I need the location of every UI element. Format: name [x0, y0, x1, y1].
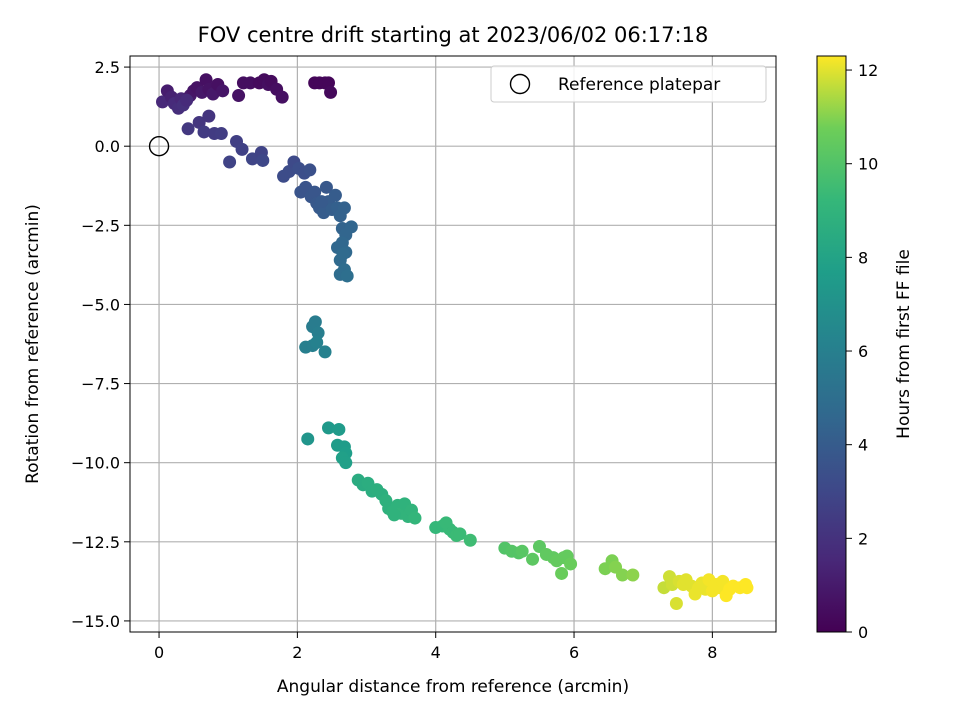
data-point	[256, 153, 270, 167]
data-point	[310, 335, 324, 349]
data-point	[275, 90, 289, 104]
data-point	[315, 195, 329, 209]
legend: Reference platepar	[490, 65, 767, 103]
data-point	[564, 557, 578, 571]
legend-marker-icon	[509, 73, 531, 95]
data-point	[243, 76, 257, 90]
colorbar-tick-label: 2	[858, 529, 868, 548]
colorbar-tick-label: 8	[858, 248, 868, 267]
data-point	[328, 188, 342, 202]
x-tick-label: 4	[431, 643, 441, 662]
data-point	[669, 597, 683, 611]
data-point	[308, 315, 322, 329]
data-point	[235, 142, 249, 156]
data-point	[344, 220, 358, 234]
data-point	[202, 109, 216, 123]
colorbar-tick-label: 4	[858, 436, 868, 455]
data-point	[223, 155, 237, 169]
data-point	[515, 544, 529, 558]
data-point	[740, 581, 754, 595]
data-point	[555, 566, 569, 580]
data-point	[324, 85, 338, 99]
data-point	[318, 345, 332, 359]
data-point	[387, 508, 401, 522]
data-point	[181, 122, 195, 136]
data-point	[626, 568, 640, 582]
data-point	[303, 163, 317, 177]
data-point	[214, 127, 228, 141]
data-point	[180, 93, 194, 107]
data-point	[615, 568, 629, 582]
y-tick-label: −10.0	[71, 454, 120, 473]
y-tick-label: −15.0	[71, 612, 120, 631]
colorbar	[816, 55, 847, 633]
x-tick-label: 6	[569, 643, 579, 662]
data-point	[301, 432, 315, 446]
data-point	[336, 247, 350, 261]
data-point	[339, 456, 353, 470]
y-tick-label: −5.0	[81, 295, 120, 314]
data-point	[463, 533, 477, 547]
x-axis-label: Angular distance from reference (arcmin)	[277, 677, 629, 697]
plot-frame	[129, 55, 777, 633]
colorbar-tick-label: 12	[858, 61, 878, 80]
data-point	[526, 552, 540, 566]
chart-title: FOV centre drift starting at 2023/06/02 …	[198, 23, 709, 47]
data-point	[408, 511, 422, 525]
data-point	[197, 125, 211, 139]
y-axis-label: Rotation from reference (arcmin)	[23, 204, 43, 484]
colorbar-tick-label: 0	[858, 623, 868, 642]
y-tick-label: 0.0	[95, 137, 120, 156]
colorbar-tick-label: 6	[858, 342, 868, 361]
data-point	[216, 84, 230, 98]
y-tick-label: −2.5	[81, 216, 120, 235]
data-point	[340, 269, 354, 283]
x-axis-ticks: 0 2 4 6 8	[154, 632, 717, 662]
colorbar-label: Hours from first FF file	[894, 249, 914, 439]
data-point	[332, 422, 346, 436]
y-axis-ticks: 2.5 0.0 −2.5 −5.0 −7.5 −10.0 −12.5 −15.0	[71, 58, 130, 631]
data-point	[308, 185, 322, 199]
legend-box	[490, 65, 767, 103]
data-point	[245, 152, 259, 166]
x-tick-label: 8	[707, 643, 717, 662]
data-points	[156, 73, 754, 611]
reference-platepar-marker	[148, 135, 170, 157]
x-tick-label: 0	[154, 643, 164, 662]
legend-entry: Reference platepar	[558, 75, 720, 95]
data-point	[232, 89, 246, 103]
data-point	[337, 201, 351, 215]
data-point	[311, 326, 325, 340]
x-tick-label: 2	[292, 643, 302, 662]
colorbar-tick-label: 10	[858, 155, 878, 174]
y-tick-label: 2.5	[95, 58, 120, 77]
data-point	[453, 527, 467, 541]
data-point	[322, 421, 336, 435]
colorbar-ticks: 0 2 4 6 8 10 12	[846, 61, 878, 642]
data-point	[319, 180, 333, 194]
y-tick-label: −7.5	[81, 375, 120, 394]
grid	[130, 56, 776, 632]
y-tick-label: −12.5	[71, 533, 120, 552]
